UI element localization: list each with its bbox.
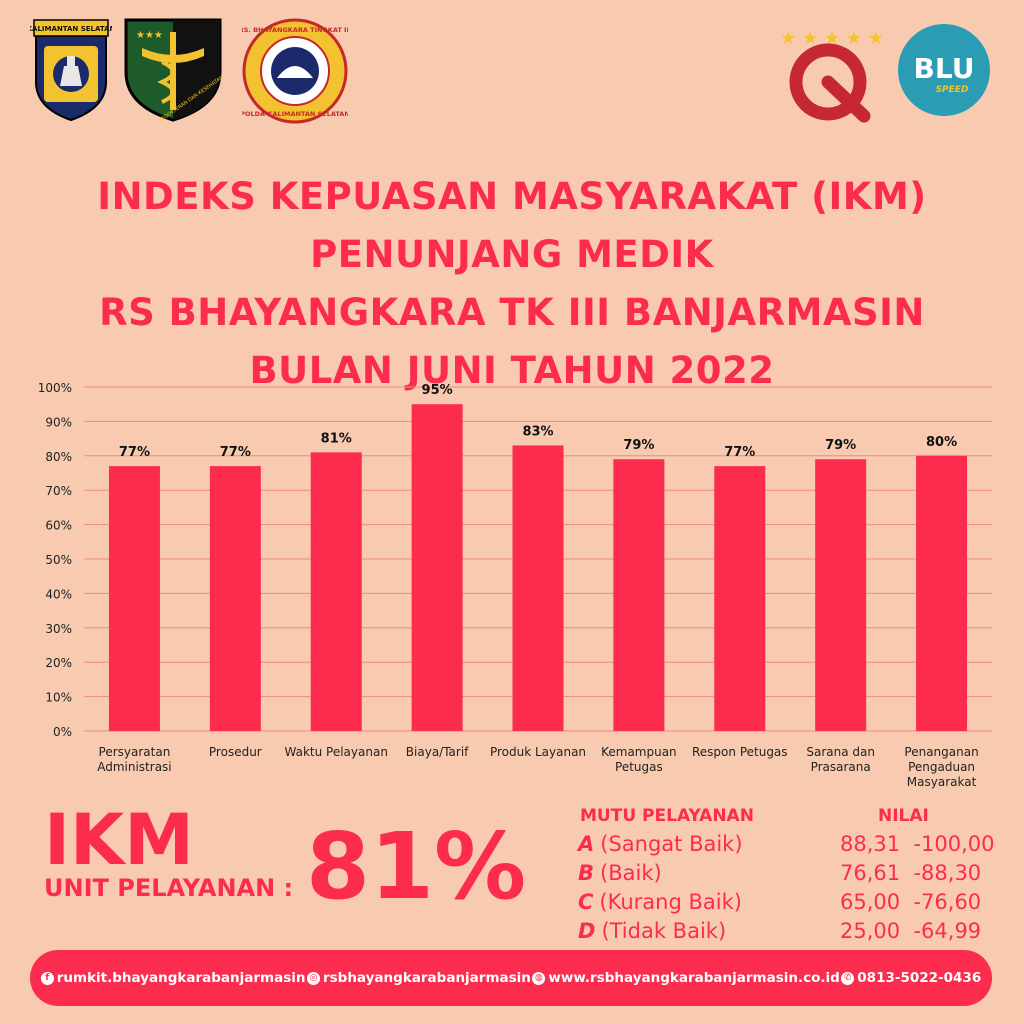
x-category-label: Prasarana <box>811 760 871 774</box>
title-line-2: Penunjang Medik <box>310 233 714 276</box>
footer-instagram[interactable]: ◎ rsbhayangkarabanjarmasin <box>306 970 531 986</box>
facebook-handle: rumkit.bhayangkarabanjarmasin <box>56 970 306 986</box>
bar-data-label: 79% <box>623 438 654 453</box>
bar-data-label: 83% <box>522 424 553 439</box>
svg-text:★★★: ★★★ <box>136 30 163 41</box>
bar <box>209 466 261 731</box>
mutu-header: Mutu Pelayanan <box>580 806 754 826</box>
mutu-row: C (Kurang Baik) 65,00 -76,60 <box>578 890 1018 920</box>
y-tick-label: 10% <box>45 691 72 705</box>
mutu-description: (Tidak Baik) <box>601 919 727 943</box>
ikm-bar-chart: 0% 10% 20% 30% 40% 50% 60% 70% 80% 90% 100% 77% Pers… <box>38 381 992 789</box>
bar <box>613 459 665 731</box>
y-tick-label: 50% <box>45 553 72 567</box>
y-tick-label: 40% <box>45 587 72 601</box>
y-tick-label: 90% <box>45 415 72 429</box>
title-line-3: RS Bhayangkara TK III Banjarmasin <box>99 291 925 334</box>
globe-icon: ◍ <box>532 971 546 985</box>
mutu-row: A (Sangat Baik) 88,31 -100,00 <box>578 832 1018 862</box>
blu-logo-subtext: SPEED <box>936 85 969 95</box>
nilai-header: Nilai <box>878 806 929 826</box>
website-url: www.rsbhayangkarabanjarmasin.co.id <box>548 970 840 986</box>
footer-facebook[interactable]: f rumkit.bhayangkarabanjarmasin <box>40 970 306 986</box>
mutu-row: D (Tidak Baik) 25,00 -64,99 <box>578 919 1018 949</box>
mutu-grade: D <box>578 919 596 943</box>
x-category-label: Produk Layanan <box>490 745 586 759</box>
y-tick-label: 30% <box>45 622 72 636</box>
bar-data-label: 81% <box>321 431 352 446</box>
y-tick-label: 20% <box>45 656 72 670</box>
rs-logo-text-top: RS. BHAYANGKARA TINGKAT III <box>242 26 348 34</box>
nilai-range: 88,31 -100,00 <box>840 832 995 856</box>
x-category-label: Persyaratan <box>99 745 171 759</box>
rs-bhayangkara-logo: RS. BHAYANGKARA TINGKAT III POLDA KALIMA… <box>242 18 348 124</box>
bar-data-label: 77% <box>724 445 755 460</box>
mutu-grade: B <box>578 861 595 885</box>
bar <box>310 452 362 731</box>
blu-logo-text: BLU <box>914 52 975 85</box>
x-category-label: Prosedur <box>209 745 262 759</box>
mutu-row: B (Baik) 76,61 -88,30 <box>578 861 1018 891</box>
mutu-description: (Baik) <box>600 861 662 885</box>
bar <box>411 404 463 731</box>
x-category-label: Waktu Pelayanan <box>285 745 388 759</box>
ikm-value: 81% <box>306 813 527 920</box>
y-tick-label: 100% <box>38 381 72 395</box>
instagram-handle: rsbhayangkarabanjarmasin <box>322 970 531 986</box>
bar <box>916 455 968 731</box>
x-category-label: Petugas <box>615 760 663 774</box>
mutu-grade: A <box>578 832 595 856</box>
title-line-4: Bulan Juni Tahun 2022 <box>249 349 775 392</box>
y-tick-label: 0% <box>53 725 72 739</box>
y-tick-label: 70% <box>45 484 72 498</box>
y-tick-label: 60% <box>45 519 72 533</box>
whatsapp-number: 0813-5022-0436 <box>857 970 982 986</box>
bar-data-label: 77% <box>119 445 150 460</box>
bar-data-label: 95% <box>422 383 453 398</box>
footer-whatsapp[interactable]: ✆ 0813-5022-0436 <box>841 970 981 986</box>
polda-logo-text: KALIMANTAN SELATAN <box>30 25 112 33</box>
x-category-label: Pengaduan <box>908 760 975 774</box>
bar <box>815 459 867 731</box>
bar <box>108 466 160 731</box>
x-category-label: Kemampuan <box>601 745 677 759</box>
footer-bar: f rumkit.bhayangkarabanjarmasin ◎ rsbhay… <box>30 950 992 1006</box>
nilai-range: 65,00 -76,60 <box>840 890 982 914</box>
instagram-icon: ◎ <box>306 971 320 985</box>
bar-data-label: 77% <box>220 445 251 460</box>
x-category-label: Administrasi <box>97 760 171 774</box>
ikm-unit-label: Unit Pelayanan : <box>44 874 294 902</box>
svg-text:★ ★ ★ ★ ★: ★ ★ ★ ★ ★ <box>780 28 884 49</box>
title-line-1: Indeks Kepuasan Masyarakat (IKM) <box>97 175 927 218</box>
blu-speed-logo: BLU SPEED <box>898 24 990 116</box>
mutu-description: (Sangat Baik) <box>600 832 743 856</box>
whatsapp-icon: ✆ <box>841 971 855 985</box>
facebook-icon: f <box>40 971 54 985</box>
bar <box>714 466 766 731</box>
y-tick-label: 80% <box>45 450 72 464</box>
polda-logo: KALIMANTAN SELATAN <box>30 19 112 122</box>
x-category-label: Sarana dan <box>806 745 875 759</box>
bar-data-label: 80% <box>926 435 957 450</box>
ikm-label: IKM <box>44 799 194 881</box>
rs-logo-text-bottom: POLDA KALIMANTAN SELATAN <box>242 110 348 118</box>
x-category-label: Penanganan <box>904 745 978 759</box>
nilai-range: 25,00 -64,99 <box>840 919 982 943</box>
bar-data-label: 79% <box>825 438 856 453</box>
quality-q-logo: ★ ★ ★ ★ ★ <box>780 28 884 123</box>
nilai-range: 76,61 -88,30 <box>840 861 982 885</box>
mutu-description: (Kurang Baik) <box>599 890 742 914</box>
x-category-label: Biaya/Tarif <box>406 745 469 759</box>
x-category-label: Masyarakat <box>907 775 977 789</box>
x-category-label: Respon Petugas <box>692 745 788 759</box>
page-title: Indeks Kepuasan Masyarakat (IKM) Penunja… <box>0 168 1024 400</box>
mutu-grade: C <box>578 890 594 914</box>
bidokkes-logo: ★★★ KEDOKTERAN DAN KESEHATAN <box>124 18 224 124</box>
bar <box>512 445 564 731</box>
footer-website[interactable]: ◍ www.rsbhayangkarabanjarmasin.co.id <box>532 970 840 986</box>
